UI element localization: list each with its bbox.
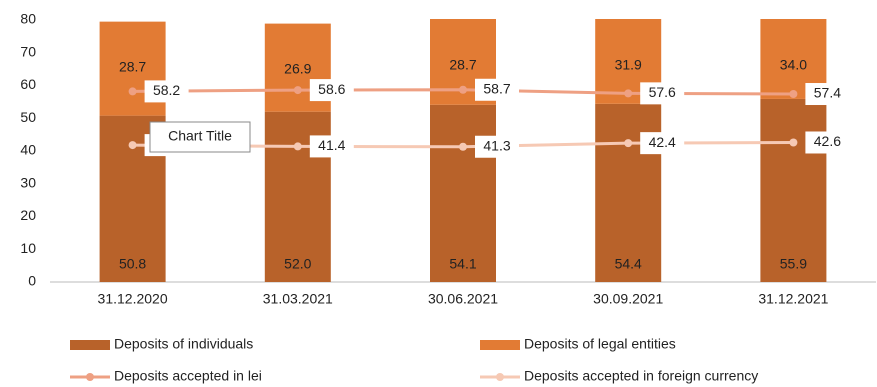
value-label: 28.7 (449, 57, 476, 73)
value-label: 58.6 (318, 81, 345, 97)
value-label: 55.9 (780, 256, 807, 272)
value-label-box (805, 131, 850, 154)
tooltip-text: Chart Title (168, 128, 232, 144)
line-marker (459, 85, 467, 94)
value-label: 41.3 (483, 137, 510, 153)
value-label: 42.6 (814, 133, 841, 149)
bar (430, 104, 496, 282)
value-label-box (475, 135, 519, 158)
line-marker (128, 141, 137, 150)
y-tick-label: 70 (20, 43, 36, 59)
value-label: 58.7 (483, 80, 510, 96)
x-tick-label: 30.06.2021 (428, 291, 498, 307)
bar (760, 98, 827, 283)
y-tick-label: 10 (20, 240, 36, 256)
x-tick-label: 31.03.2021 (263, 291, 333, 307)
legend-swatch (480, 340, 520, 350)
legend-label: Deposits of individuals (114, 336, 253, 352)
value-label: 54.1 (449, 256, 476, 272)
value-label: 57.4 (814, 85, 841, 101)
line-marker (789, 138, 798, 147)
x-tick-label: 31.12.2020 (98, 291, 168, 307)
value-label: 57.6 (649, 84, 676, 100)
value-label: 31.9 (615, 57, 642, 73)
y-tick-label: 0 (28, 273, 36, 289)
value-label: 58.2 (153, 82, 180, 98)
y-tick-label: 20 (20, 207, 36, 223)
value-label-box (475, 78, 519, 101)
x-tick-label: 30.09.2021 (593, 291, 663, 307)
legend-marker (86, 373, 94, 381)
line-marker (293, 142, 302, 151)
y-tick-label: 30 (20, 174, 36, 190)
y-tick-label: 50 (20, 109, 36, 125)
value-label: 54.4 (615, 256, 642, 272)
line-marker (624, 139, 633, 148)
legend-swatch (70, 340, 110, 350)
value-label: 41.4 (318, 137, 345, 153)
value-label: 26.9 (284, 60, 311, 76)
line-marker (459, 142, 467, 151)
value-label: 28.7 (119, 58, 146, 74)
line-marker (128, 87, 137, 96)
tooltip-box (149, 121, 251, 153)
legend-label: Deposits accepted in foreign currency (524, 368, 758, 384)
value-label-box (309, 79, 354, 102)
value-label: 34.0 (780, 57, 807, 73)
legend-marker (496, 373, 504, 381)
line-marker (789, 90, 798, 99)
value-label: 42.4 (649, 134, 676, 150)
y-tick-label: 40 (20, 142, 36, 158)
value-label-box (640, 82, 685, 105)
y-tick-label: 80 (20, 11, 36, 27)
value-label-box (805, 83, 850, 106)
line-marker (293, 86, 302, 95)
line-marker (624, 89, 633, 98)
y-tick-label: 60 (20, 76, 36, 92)
value-label-box (309, 135, 354, 158)
value-label-box (144, 80, 189, 103)
legend-label: Deposits of legal entities (524, 336, 676, 352)
value-label: 50.8 (119, 256, 146, 272)
legend-label: Deposits accepted in lei (114, 368, 262, 384)
value-label-box (640, 132, 685, 155)
value-label: 52.0 (284, 256, 311, 272)
x-tick-label: 31.12.2021 (758, 291, 828, 307)
